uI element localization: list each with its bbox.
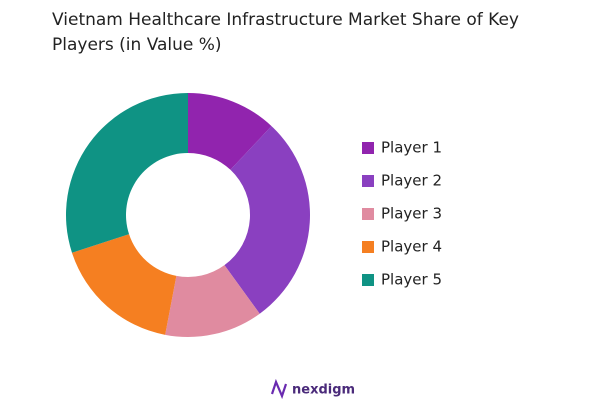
legend-swatch bbox=[362, 274, 374, 286]
legend-swatch bbox=[362, 241, 374, 253]
legend-swatch bbox=[362, 208, 374, 220]
logo-text: nexdigm bbox=[292, 383, 355, 398]
logo: nexdigm bbox=[270, 378, 355, 400]
donut-slice bbox=[165, 265, 260, 337]
chart-title: Vietnam Healthcare Infrastructure Market… bbox=[52, 10, 519, 55]
logo-icon bbox=[270, 378, 288, 400]
donut-slice bbox=[224, 126, 310, 314]
legend-label: Player 4 bbox=[381, 238, 442, 256]
donut-slice bbox=[65, 93, 188, 253]
legend-label: Player 1 bbox=[381, 139, 442, 157]
legend-swatch bbox=[362, 175, 374, 187]
donut-slice bbox=[71, 234, 177, 335]
legend-label: Player 3 bbox=[381, 205, 442, 223]
legend-label: Player 2 bbox=[381, 172, 442, 190]
legend-swatch bbox=[362, 142, 374, 154]
legend-label: Player 5 bbox=[381, 271, 442, 289]
donut-slice bbox=[188, 93, 272, 170]
